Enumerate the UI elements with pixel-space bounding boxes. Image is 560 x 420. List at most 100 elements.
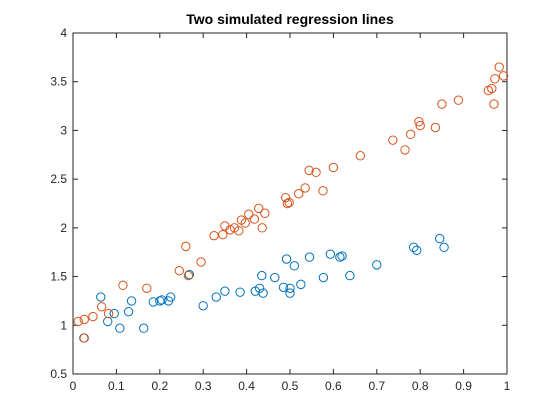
series-1-point bbox=[139, 323, 149, 333]
y-tick-label: 3.5 bbox=[50, 75, 67, 89]
series-1-point bbox=[258, 288, 268, 298]
series-2-point bbox=[282, 198, 293, 209]
x-tick-label: 1 bbox=[504, 379, 511, 393]
series-1-point bbox=[412, 245, 422, 255]
y-tick-label: 1.5 bbox=[50, 270, 67, 284]
series-1-point bbox=[165, 292, 176, 302]
series-1-point bbox=[96, 292, 106, 302]
series-2-point bbox=[240, 218, 250, 228]
series-2-point bbox=[142, 283, 152, 293]
y-tick-label: 4 bbox=[60, 26, 67, 40]
series-1-point bbox=[211, 292, 221, 302]
series-2-point bbox=[183, 270, 194, 281]
series-2-point bbox=[88, 311, 98, 322]
series-2-point bbox=[405, 129, 416, 140]
series-2-point bbox=[415, 120, 425, 131]
chart-title: Two simulated regression lines bbox=[186, 11, 394, 27]
series-1-point bbox=[254, 283, 265, 293]
series-2-point bbox=[355, 151, 366, 161]
series-2-point bbox=[79, 314, 89, 325]
x-tick-label: 0.8 bbox=[412, 379, 429, 393]
series-2-point bbox=[254, 203, 264, 214]
series-1-point bbox=[408, 242, 419, 253]
series-1-point bbox=[257, 270, 267, 281]
series-1-point bbox=[278, 282, 289, 292]
series-2-point bbox=[388, 135, 398, 145]
x-tick-label: 0.4 bbox=[238, 379, 255, 393]
series-2-point bbox=[318, 186, 328, 196]
series-2-point bbox=[430, 122, 441, 133]
series-2-point bbox=[489, 99, 499, 109]
x-tick-label: 0.6 bbox=[325, 379, 342, 393]
series-2-point bbox=[174, 266, 185, 276]
series-2-point bbox=[218, 229, 228, 240]
series-1-point bbox=[337, 251, 347, 261]
series-1-point bbox=[335, 252, 345, 262]
series-2-point bbox=[118, 280, 128, 291]
series-2-point bbox=[414, 116, 424, 127]
series-2-point bbox=[280, 192, 291, 203]
series-2-point bbox=[73, 316, 83, 327]
series-2-point bbox=[300, 183, 310, 193]
x-tick-label: 0.9 bbox=[455, 379, 472, 393]
y-tick-label: 2 bbox=[60, 221, 67, 235]
series-1-point bbox=[235, 287, 245, 297]
series-2-point bbox=[490, 74, 500, 84]
series-2-point bbox=[304, 165, 314, 176]
series-1-point bbox=[325, 249, 336, 259]
series-2-point bbox=[437, 99, 447, 109]
series-1-point bbox=[439, 242, 449, 253]
series-2-point bbox=[249, 214, 260, 224]
series-1-point bbox=[184, 269, 195, 280]
x-tick-label: 0.2 bbox=[151, 379, 168, 393]
plot-area: 0 0.1 0.2 0.3 0.4 0.5 0.6 0.7 0.8 0.9 1 0.5 1 1.5 2 2.5… bbox=[50, 26, 510, 393]
series-2-point bbox=[96, 302, 107, 312]
series-2-point bbox=[453, 95, 464, 105]
series-2-point bbox=[244, 209, 254, 219]
series-2-point bbox=[181, 241, 191, 252]
series-1-point bbox=[123, 306, 134, 317]
y-tick-label: 3 bbox=[60, 123, 67, 137]
series-2-point bbox=[293, 189, 304, 199]
series-1-point bbox=[435, 233, 445, 244]
series-1-point bbox=[103, 316, 113, 327]
series-2-point bbox=[260, 208, 270, 218]
series-1-point bbox=[318, 272, 329, 283]
series-1-point bbox=[372, 260, 382, 270]
series-1-point bbox=[285, 288, 295, 298]
series-2-point bbox=[498, 71, 509, 81]
series-1-point bbox=[148, 297, 158, 307]
y-tick-label: 1 bbox=[60, 318, 67, 332]
x-tick-label: 0.5 bbox=[282, 379, 299, 393]
series-1-point bbox=[220, 286, 230, 296]
series-1-point bbox=[198, 301, 208, 311]
series-2-point bbox=[234, 226, 244, 236]
series-2-point bbox=[311, 167, 321, 178]
x-tick-label: 0.3 bbox=[195, 379, 212, 393]
x-tick-label: 0 bbox=[70, 379, 77, 393]
series-1-point bbox=[109, 308, 119, 319]
series-1-point bbox=[157, 295, 167, 305]
series-1-point bbox=[296, 279, 306, 290]
x-tick-label: 0.7 bbox=[368, 379, 385, 393]
series-1-point bbox=[281, 254, 292, 264]
series-1-point bbox=[345, 270, 355, 281]
series-2-point bbox=[487, 83, 497, 94]
y-tick-label: 0.5 bbox=[50, 367, 67, 381]
series-1-point bbox=[126, 296, 137, 306]
y-tick-label: 2.5 bbox=[50, 172, 67, 186]
series-2-point bbox=[328, 162, 339, 173]
series-1-point bbox=[270, 272, 280, 283]
series-2-point bbox=[494, 62, 504, 72]
series-2-point bbox=[79, 333, 89, 343]
series-1-point bbox=[289, 261, 300, 271]
series-1-point bbox=[304, 252, 315, 262]
series-2-point bbox=[400, 145, 410, 155]
x-tick-label: 0.1 bbox=[108, 379, 125, 393]
series-1-point bbox=[115, 323, 125, 333]
series-2-point bbox=[284, 197, 294, 208]
series-2-point bbox=[103, 308, 114, 319]
series-2-point bbox=[196, 257, 206, 267]
